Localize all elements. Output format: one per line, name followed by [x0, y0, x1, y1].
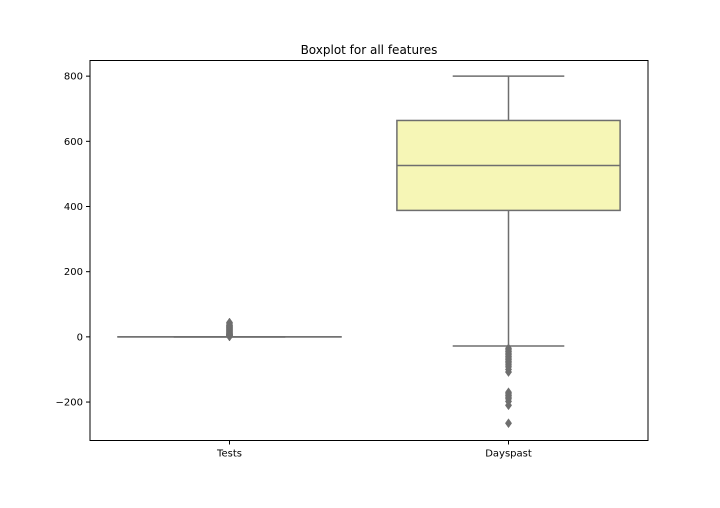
y-tick-label: 400: [64, 202, 83, 213]
x-tick-label-dayspast: Dayspast: [485, 449, 532, 460]
y-tick-label: 800: [64, 72, 83, 83]
x-tick-label-tests: Tests: [216, 449, 242, 460]
y-tick-label: −200: [56, 398, 83, 409]
boxes-layer: [118, 76, 620, 428]
y-tick-label: 0: [77, 332, 83, 343]
y-tick-label: 200: [64, 267, 83, 278]
outlier-point-dayspast: [505, 419, 511, 428]
chart-title: Boxplot for all features: [301, 43, 438, 57]
plot-frame: [90, 61, 648, 441]
y-tick-label: 600: [64, 137, 83, 148]
